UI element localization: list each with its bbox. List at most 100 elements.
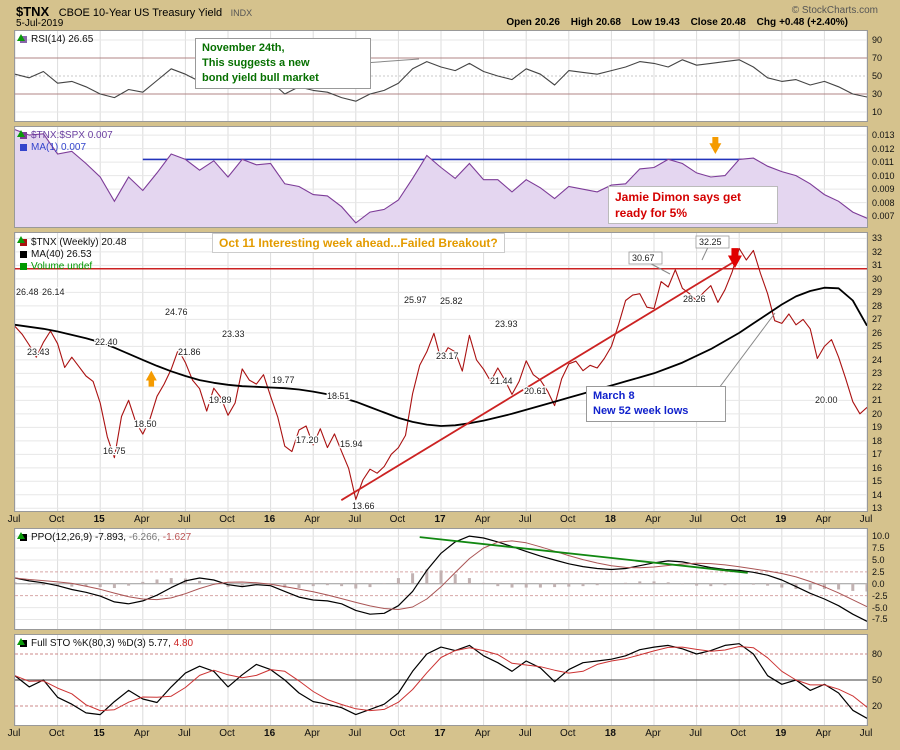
ppo-histogram bbox=[751, 583, 755, 585]
close-label: Close bbox=[690, 17, 718, 28]
y-axis-label: 50 bbox=[872, 71, 883, 81]
x-axis-label: Jul bbox=[348, 514, 362, 525]
chart-date: 5-Jul-2019 bbox=[16, 18, 64, 29]
ppo-histogram bbox=[354, 583, 358, 589]
ppo-histogram bbox=[283, 583, 287, 588]
x-axis-label: Oct bbox=[48, 728, 65, 739]
ppo-histogram bbox=[723, 583, 727, 586]
y-axis-label: 2.5 bbox=[872, 566, 885, 577]
ppo-histogram bbox=[311, 583, 315, 587]
x-axis-label: Jul bbox=[7, 728, 21, 739]
y-axis-label: 13 bbox=[872, 503, 883, 514]
rsi-y-axis: 90 70 50 30 10 bbox=[870, 30, 900, 122]
ppo-histogram bbox=[851, 583, 855, 591]
sto-value-1: 5.77, bbox=[148, 638, 171, 649]
y-axis-label: 23 bbox=[872, 368, 883, 379]
annotation-oct11: Oct 11 Interesting week ahead...Failed B… bbox=[212, 233, 505, 253]
price-label: 15.94 bbox=[340, 439, 363, 449]
ppo-value-2: -6.266, bbox=[128, 532, 160, 543]
x-axis-label: Oct bbox=[730, 728, 746, 739]
price-label: 22.40 bbox=[95, 337, 118, 347]
price-label: 32.25 bbox=[699, 237, 722, 247]
rsi-legend: RSI(14) 26.65 bbox=[20, 34, 93, 46]
x-axis-label: Oct bbox=[389, 514, 406, 525]
price-label: 25.82 bbox=[440, 296, 463, 306]
green-downtrend-line bbox=[419, 536, 748, 574]
ppo-histogram bbox=[709, 583, 713, 587]
open-label: Open bbox=[506, 17, 532, 28]
ppo-histogram bbox=[865, 583, 867, 592]
sto-value-2: 4.80 bbox=[173, 638, 194, 649]
y-axis-label: -7.5 bbox=[872, 614, 888, 625]
ppo-panel bbox=[14, 528, 868, 630]
annotation-march8: March 8 New 52 week lows bbox=[586, 386, 726, 422]
price-label: 25.97 bbox=[404, 295, 427, 305]
price-label: 23.93 bbox=[495, 319, 518, 329]
ratio-ma-legend-swatch bbox=[20, 143, 27, 151]
volume-legend-label: Volume undef bbox=[31, 261, 93, 272]
annotation-november-note: November 24th, This suggests a new bond … bbox=[195, 38, 371, 89]
ppo-histogram bbox=[382, 583, 386, 584]
price-label: 19.77 bbox=[272, 375, 295, 385]
annotation-line: bond yield bull market bbox=[202, 72, 319, 84]
sto-k-line bbox=[15, 643, 867, 719]
y-axis-label: 18 bbox=[872, 435, 883, 446]
x-axis-label: Apr bbox=[645, 728, 661, 739]
price-label: 24.76 bbox=[165, 307, 188, 317]
y-axis-label: 0.013 bbox=[872, 130, 895, 141]
ppo-histogram bbox=[766, 583, 770, 586]
x-axis-row-upper: Jul Oct 15 Apr Jul Oct 16 Apr Jul Oct 17 Apr Jul Oct 1… bbox=[0, 514, 900, 528]
ppo-histogram bbox=[808, 583, 812, 590]
ppo-histogram bbox=[524, 583, 528, 588]
ppo-signal-line bbox=[15, 540, 867, 610]
ppo-histogram bbox=[510, 583, 514, 588]
low-label: Low bbox=[631, 17, 652, 28]
sto-y-axis: 80 50 20 bbox=[870, 634, 900, 726]
ppo-histogram bbox=[666, 582, 670, 584]
y-axis-label: 90 bbox=[872, 35, 883, 45]
y-axis-label: 5.0 bbox=[872, 554, 885, 565]
y-axis-label: 20 bbox=[872, 408, 883, 419]
y-axis-label: 19 bbox=[872, 422, 883, 433]
ppo-histogram bbox=[169, 578, 173, 584]
scale-arrow-icon bbox=[17, 236, 25, 243]
red-uptrend-line bbox=[340, 257, 740, 501]
ppo-histogram bbox=[624, 582, 628, 584]
ppo-histogram bbox=[595, 583, 599, 586]
annotation-line: Oct 11 Interesting week ahead...Failed B… bbox=[219, 236, 498, 250]
tnx-spx-ratio-area bbox=[15, 129, 867, 224]
ppo-histogram bbox=[467, 578, 471, 584]
ratio-ma-legend-label: MA(1) 0.007 bbox=[31, 142, 87, 153]
y-axis-label: 25 bbox=[872, 341, 883, 352]
x-axis-label: Jul bbox=[177, 728, 191, 739]
tnx-price-line bbox=[15, 247, 867, 500]
price-label: 17.20 bbox=[296, 435, 319, 445]
price-label: 13.66 bbox=[352, 501, 375, 511]
annotation-line: New 52 week lows bbox=[593, 405, 689, 417]
close-value: 20.48 bbox=[720, 17, 746, 28]
ma40-legend-label: MA(40) 26.53 bbox=[31, 249, 92, 260]
x-axis-label: Oct bbox=[219, 728, 235, 739]
x-axis-label: Apr bbox=[304, 514, 320, 525]
y-axis-label: 10 bbox=[872, 107, 883, 117]
ppo-histogram bbox=[325, 583, 329, 586]
x-axis-label: Oct bbox=[560, 514, 576, 525]
y-axis-label: 30 bbox=[872, 273, 883, 284]
volume-legend-swatch bbox=[20, 262, 27, 270]
ppo-histogram bbox=[70, 583, 74, 587]
y-axis-label: 16 bbox=[872, 462, 883, 473]
scale-arrow-icon bbox=[17, 130, 25, 137]
x-axis-label: 16 bbox=[264, 728, 276, 739]
price-label: 19.89 bbox=[209, 395, 232, 405]
symbol: $TNX bbox=[16, 4, 50, 19]
price-panel: 26.48 26.14 23.43 22.40 24.76 16.75 18.50 21.86… bbox=[14, 232, 868, 512]
y-axis-label: 80 bbox=[872, 649, 883, 660]
y-axis-label: 28 bbox=[872, 300, 883, 311]
y-axis-label: 31 bbox=[872, 260, 883, 271]
price-label: 20.61 bbox=[524, 386, 547, 396]
ratio-legend: $TNX:$SPX 0.007 MA(1) 0.007 bbox=[20, 130, 113, 154]
stockcharts-credit: © StockCharts.com bbox=[791, 5, 878, 16]
price-label: 30.67 bbox=[632, 253, 655, 263]
ppo-histogram bbox=[41, 583, 45, 586]
